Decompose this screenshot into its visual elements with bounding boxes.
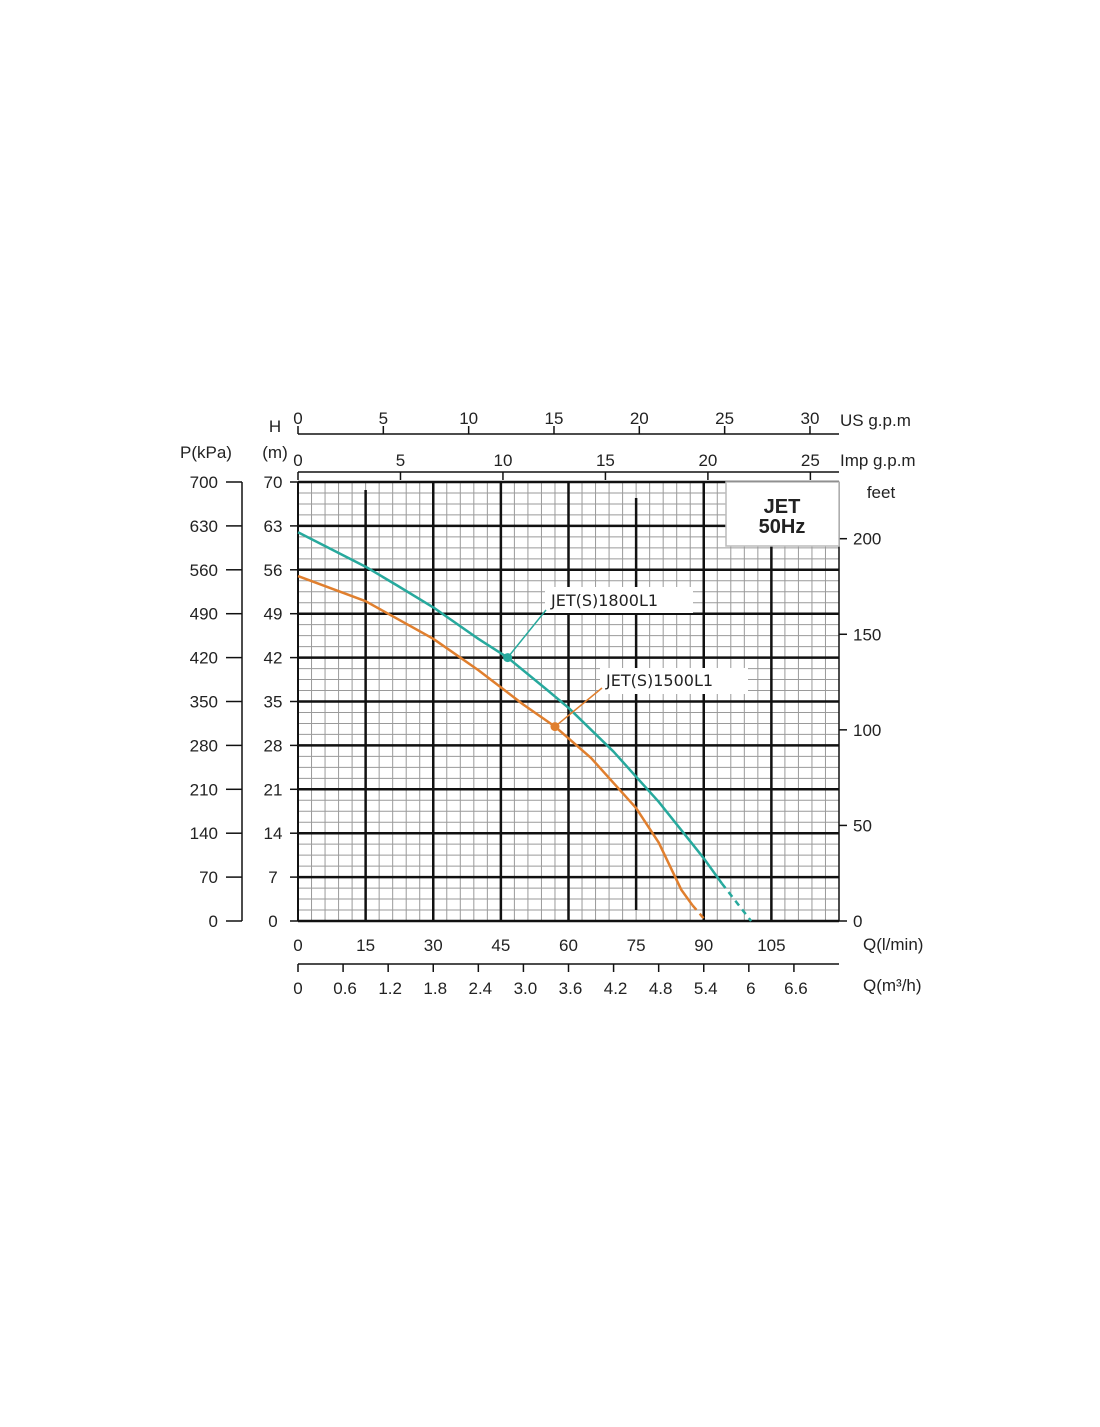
x-tick-label-m3h: 3.0 [514,979,538,998]
x-tick-label-usgpm: 30 [801,409,820,428]
y-tick-label-head: 21 [264,780,283,799]
x-tick-label-lmin: 0 [293,936,302,955]
y-tick-label-head: 35 [264,693,283,712]
callout-box-0 [545,587,693,613]
x-axis-lmin-label: Q(l/min) [863,935,923,954]
series-line-0 [297,531,723,885]
x-tick-label-lmin: 90 [694,936,713,955]
y-tick-label-head: 49 [264,605,283,624]
chart-subtitle: 50Hz [759,516,806,538]
y-axis-head-label: H [269,417,281,436]
y-tick-label-feet: 50 [853,816,872,835]
x-tick-label-usgpm: 0 [293,409,302,428]
y-tick-label-pressure: 210 [190,780,218,799]
callout-leader-1 [554,687,603,728]
y-tick-label-feet: 0 [853,912,862,931]
y-tick-label-pressure: 70 [199,868,218,887]
x-tick-label-m3h: 1.8 [423,979,447,998]
x-tick-label-m3h: 1.2 [378,979,402,998]
x-tick-label-usgpm: 20 [630,409,649,428]
x-tick-label-lmin: 15 [356,936,375,955]
y-tick-label-pressure: 630 [190,517,218,536]
x-tick-label-m3h: 3.6 [559,979,583,998]
series-line-dashed-1 [691,904,707,922]
y-tick-label-head: 42 [264,649,283,668]
y-tick-label-pressure: 280 [190,736,218,755]
callout-point-0 [503,653,513,663]
y-tick-label-pressure: 560 [190,561,218,580]
y-tick-label-head: 14 [264,824,283,843]
x-tick-label-impgpm: 5 [396,451,405,470]
y-tick-label-pressure: 0 [209,912,218,931]
x-tick-label-m3h: 0.6 [333,979,357,998]
y-tick-label-head: 28 [264,736,283,755]
y-tick-label-pressure: 700 [190,473,218,492]
x-tick-label-lmin: 60 [559,936,578,955]
y-tick-label-head: 70 [264,473,283,492]
x-tick-label-impgpm: 25 [801,451,820,470]
y-tick-label-feet: 150 [853,625,881,644]
x-axis-m3h-label: Q(m³/h) [863,976,922,995]
x-tick-label-lmin: 105 [757,936,785,955]
axes: 0077014140212102828035350424204949056560… [180,409,923,998]
x-tick-label-usgpm: 25 [715,409,734,428]
x-tick-label-impgpm: 15 [596,451,615,470]
y-tick-label-pressure: 490 [190,605,218,624]
x-axis-usgpm-label: US g.p.m [840,411,911,430]
x-tick-label-impgpm: 20 [698,451,717,470]
x-tick-label-lmin: 45 [491,936,510,955]
x-tick-label-m3h: 6 [746,979,755,998]
x-axis-impgpm-label: Imp g.p.m [840,451,916,470]
y-tick-label-feet: 200 [853,530,881,549]
x-tick-label-m3h: 2.4 [469,979,493,998]
x-tick-label-usgpm: 10 [459,409,478,428]
x-tick-label-impgpm: 10 [493,451,512,470]
series-line-dashed-0 [720,882,753,922]
x-tick-label-usgpm: 5 [379,409,388,428]
y-axis-head-unit: (m) [262,443,287,462]
chart-title: JET [764,496,801,518]
callout-leader-0 [507,609,547,659]
x-tick-label-m3h: 4.8 [649,979,673,998]
x-tick-label-m3h: 5.4 [694,979,718,998]
x-tick-label-lmin: 75 [627,936,646,955]
series-name-label-0: JET(S)1800L1 [550,591,658,610]
y-tick-label-head: 63 [264,517,283,536]
y-tick-label-pressure: 140 [190,824,218,843]
y-tick-label-pressure: 350 [190,693,218,712]
x-tick-label-m3h: 0 [293,979,302,998]
callout-point-1 [550,722,560,732]
y-tick-label-head: 7 [268,868,277,887]
series-name-label-1: JET(S)1500L1 [605,671,713,690]
x-tick-label-m3h: 4.2 [604,979,628,998]
x-tick-label-m3h: 6.6 [784,979,808,998]
y-tick-label-head: 56 [264,561,283,580]
y-axis-feet-label: feet [867,483,896,502]
chart-title-badge [725,481,840,547]
x-tick-label-lmin: 30 [424,936,443,955]
y-tick-label-feet: 100 [853,721,881,740]
y-tick-label-pressure: 420 [190,649,218,668]
grid [297,480,840,923]
y-tick-label-head: 0 [268,912,277,931]
callout-box-1 [600,668,748,694]
x-tick-label-impgpm: 0 [293,451,302,470]
x-tick-label-usgpm: 15 [545,409,564,428]
y-axis-pressure-label: P(kPa) [180,443,232,462]
